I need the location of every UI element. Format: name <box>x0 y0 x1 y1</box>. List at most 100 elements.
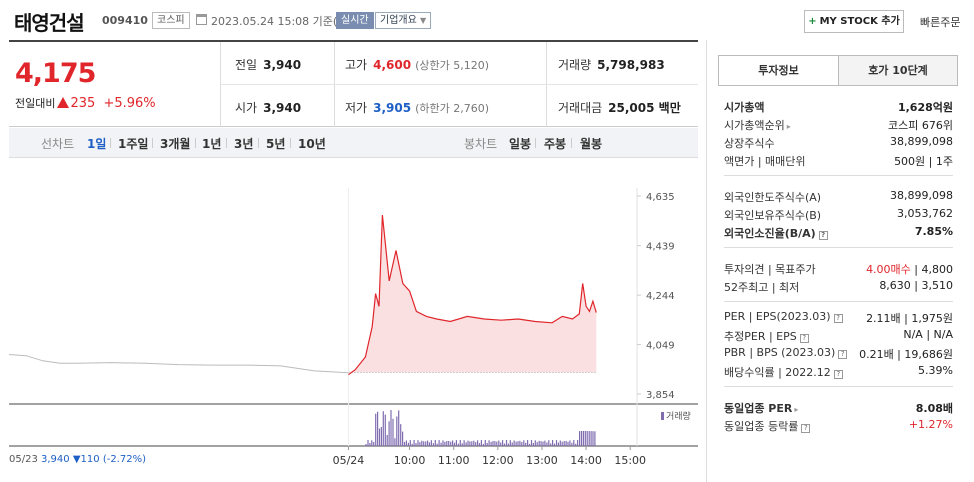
x-tick-label: 13:00 <box>526 454 558 467</box>
volume-bar <box>594 431 596 446</box>
volume-bar <box>565 440 567 446</box>
trade-value-amount: 25,005 백만 <box>608 101 681 115</box>
candle-monthly[interactable]: 월봉 <box>580 137 603 151</box>
x-tick-label: 11:00 <box>438 454 470 467</box>
volume-bar <box>384 414 386 446</box>
volume-swatch <box>661 412 664 420</box>
quick-order-link[interactable]: 빠른주문 <box>920 16 961 29</box>
volume-bar <box>557 442 559 446</box>
info-label: 외국인한도주식수(A) <box>724 191 822 204</box>
tab-orderbook-10[interactable]: 호가 10단계 <box>838 56 957 85</box>
help-icon[interactable]: ? <box>833 314 843 323</box>
volume-bar <box>396 416 398 446</box>
chevron-right-icon[interactable]: ▸ <box>794 405 799 414</box>
volume-bar <box>405 440 407 446</box>
info-row: PBR | BPS (2023.03)? 0.21배 | 19,686원 <box>724 344 953 362</box>
x-tick-label: 14:00 <box>570 454 602 467</box>
volume-bar <box>455 440 457 446</box>
info-label: PBR | BPS (2023.03)? <box>724 346 848 359</box>
price-chart[interactable]: 4,635 4,439 4,244 4,049 3,854 05/24 10:00 11:00… <box>9 158 698 482</box>
help-icon[interactable]: ? <box>838 350 848 359</box>
volume-bar <box>480 440 482 446</box>
divider <box>226 138 227 148</box>
line-chart-label: 선차트 <box>41 137 75 151</box>
company-info-dropdown[interactable]: 기업개요 ▼ <box>375 12 432 29</box>
volume-bar <box>511 442 513 446</box>
low-label: 저가 <box>345 101 368 115</box>
volume-bar <box>563 441 565 446</box>
info-row: 시가총액순위 ▸ 코스피 676위 <box>724 115 953 133</box>
help-icon[interactable]: ? <box>818 231 828 240</box>
plus-icon: + <box>808 16 817 27</box>
period-1w[interactable]: 1주일 <box>118 137 149 151</box>
price-change: 전일대비 235 +5.96% <box>15 95 156 111</box>
trade-value: 거래대금 25,005 백만 <box>558 99 681 116</box>
info-row: PER | EPS(2023.03)? 2.11배 | 1,975원 <box>724 308 953 326</box>
volume-bar <box>430 440 432 446</box>
market-badge: 코스피 <box>152 12 190 29</box>
change-label: 전일대비 <box>15 97 56 110</box>
volume-bar <box>527 440 529 446</box>
add-mystock-button[interactable]: + MY STOCK 추가 <box>804 10 904 33</box>
series-line-today <box>348 214 597 376</box>
realtime-badge: 실시간 <box>336 12 374 29</box>
volume-bar <box>500 442 502 446</box>
trade-volume: 거래량 5,798,983 <box>558 56 665 73</box>
prev-close: 전일 3,940 <box>235 56 301 73</box>
volume-value: 5,798,983 <box>597 58 665 72</box>
help-icon[interactable]: ? <box>799 334 809 343</box>
info-row: 액면가 | 매매단위 500원 | 1주 <box>724 151 953 169</box>
volume-bar <box>532 443 534 446</box>
info-value: 38,899,098 <box>890 135 953 148</box>
volume-bar <box>528 443 531 446</box>
volume-bar <box>436 443 438 446</box>
period-5y[interactable]: 5년 <box>266 137 286 151</box>
period-1d[interactable]: 1일 <box>87 137 107 151</box>
chevron-right-icon[interactable]: ▸ <box>786 122 791 131</box>
volume-bar <box>582 431 584 446</box>
divider <box>195 138 196 148</box>
period-3y[interactable]: 3년 <box>234 137 254 151</box>
info-section: 동일업종 PER ▸ 8.08배 동일업종 등락률? +1.27% <box>724 398 953 440</box>
candle-chart-label: 봉차트 <box>464 137 498 151</box>
volume-bar <box>469 441 471 446</box>
period-1y[interactable]: 1년 <box>202 137 222 151</box>
info-value: 3,053,762 <box>897 207 953 220</box>
volume-bar <box>407 442 409 446</box>
candle-weekly[interactable]: 주봉 <box>544 137 567 151</box>
volume-legend: 거래량 <box>661 409 691 422</box>
y-tick-label: 4,049 <box>646 341 675 352</box>
volume-bar <box>482 443 484 446</box>
volume-bar <box>586 431 588 446</box>
period-10y[interactable]: 10년 <box>298 137 326 151</box>
help-icon[interactable]: ? <box>833 370 843 379</box>
tab-investment-info[interactable]: 투자정보 <box>758 64 799 77</box>
series-line-prev-day <box>9 354 349 374</box>
info-row: 추정PER | EPS? N/A | N/A <box>724 326 953 344</box>
info-value: 2.11배 | 1,975원 <box>866 312 953 325</box>
x-tick-label: 10:00 <box>394 454 426 467</box>
company-info-label: 기업개요 <box>380 15 417 26</box>
info-section: 외국인한도주식수(A) 38,899,098 외국인보유주식수(B) 3,053,76… <box>724 187 953 248</box>
volume-bar <box>423 441 425 446</box>
volume-bar <box>555 440 558 446</box>
info-label: 외국인보유주식수(B) <box>724 209 822 222</box>
volume-bar <box>552 440 554 446</box>
info-section: 시가총액 1,628억원 시가총액순위 ▸ 코스피 676위 상장주식수 38,899,09… <box>724 97 953 176</box>
volume-bar <box>513 440 515 446</box>
volume-bar <box>579 431 581 446</box>
high-label: 고가 <box>345 58 368 72</box>
candle-daily[interactable]: 일봉 <box>509 137 532 151</box>
volume-bar <box>465 442 467 446</box>
volume-bar <box>477 440 479 446</box>
x-tick-label: 12:00 <box>482 454 514 467</box>
volume-bar <box>530 440 533 446</box>
info-row: 외국인소진율(B/A)? 7.85% <box>724 223 953 241</box>
chart-svg: 4,635 4,439 4,244 4,049 3,854 05/24 10:00 11:00… <box>9 188 698 467</box>
volume-bar <box>490 441 492 446</box>
period-3m[interactable]: 3개월 <box>160 137 191 151</box>
help-icon[interactable]: ? <box>801 424 811 433</box>
volume-bar <box>438 440 440 446</box>
info-label: 투자의견 | 목표주가 <box>724 263 816 276</box>
calendar-icon <box>196 14 207 25</box>
